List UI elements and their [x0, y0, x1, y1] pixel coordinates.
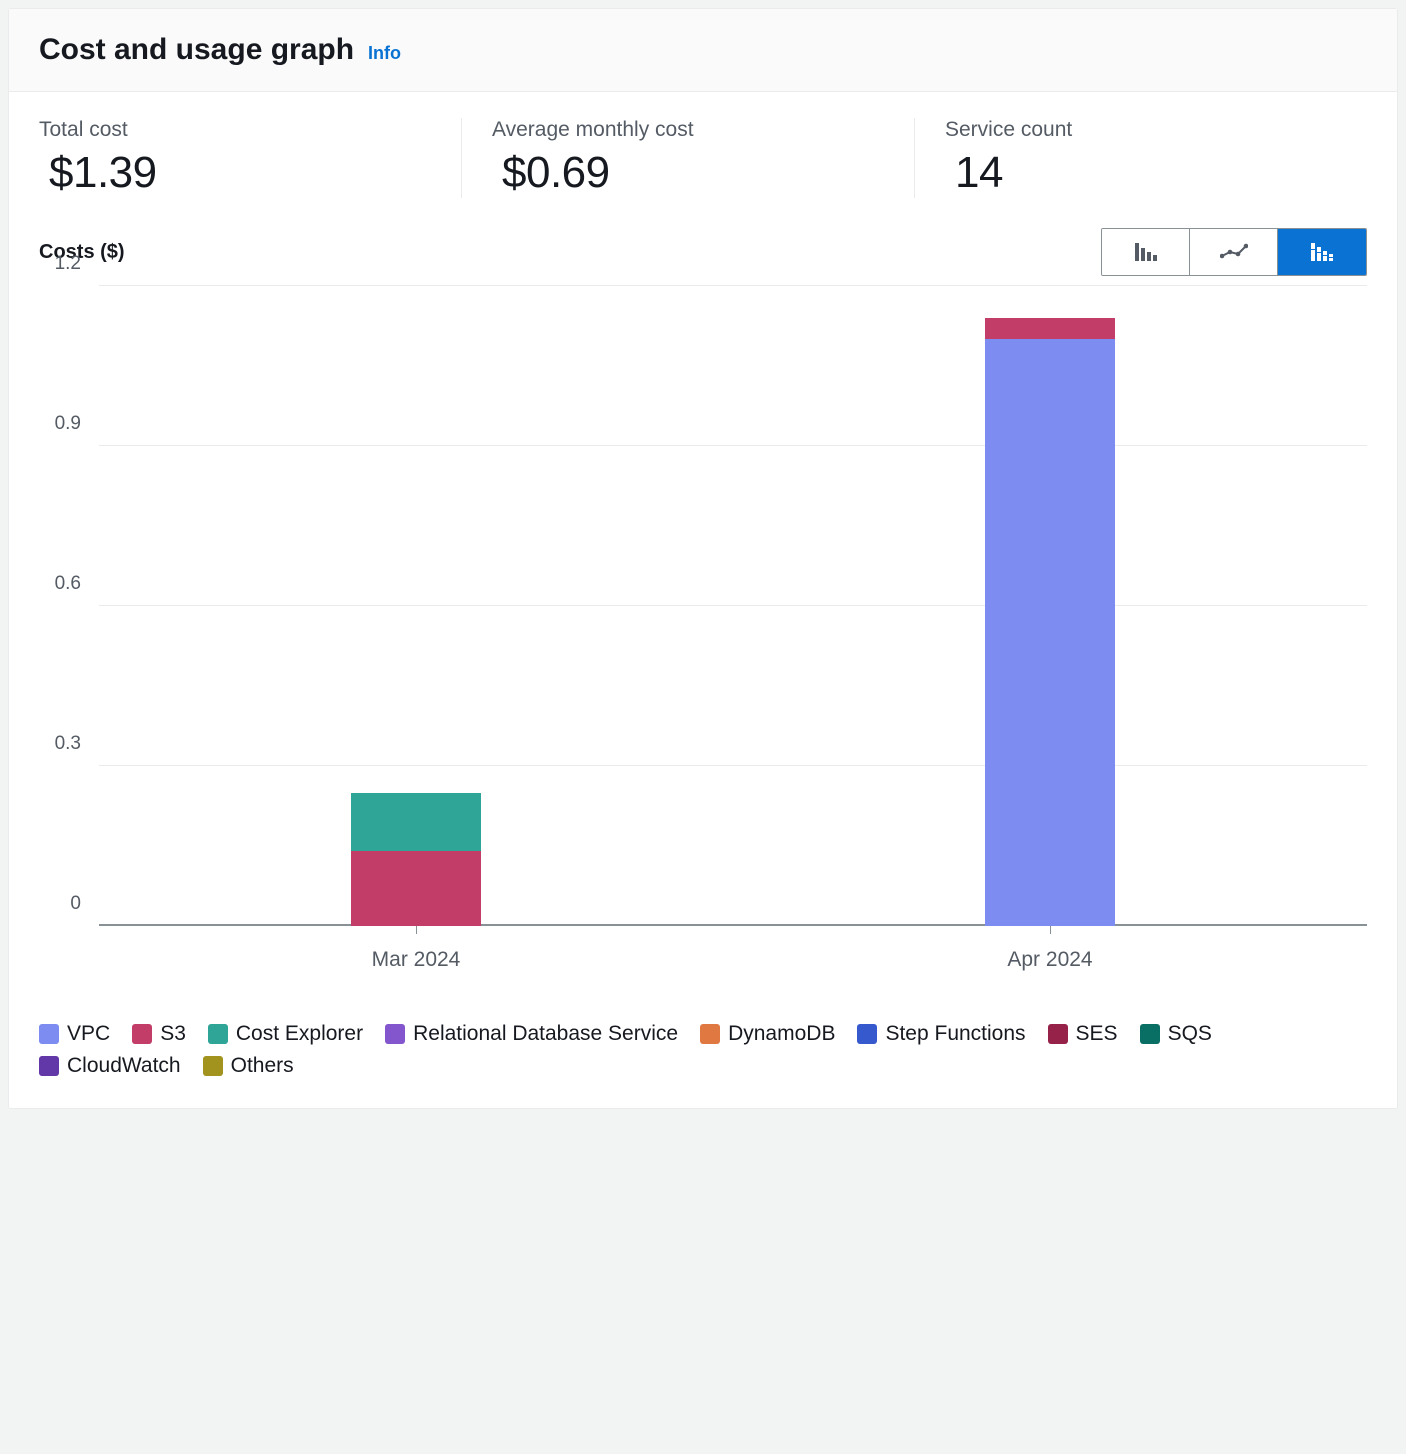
legend-swatch — [857, 1024, 877, 1044]
legend-swatch — [39, 1056, 59, 1076]
legend-item[interactable]: Step Functions — [857, 1022, 1025, 1046]
legend-label: Cost Explorer — [236, 1022, 363, 1046]
legend-swatch — [1048, 1024, 1068, 1044]
legend-swatch — [39, 1024, 59, 1044]
chart-plot: 00.30.60.91.2 — [99, 286, 1367, 926]
chart-bars — [99, 286, 1367, 926]
legend-label: S3 — [160, 1022, 186, 1046]
x-tick-mark — [1050, 926, 1051, 934]
legend-item[interactable]: Relational Database Service — [385, 1022, 678, 1046]
metric-label: Service count — [945, 118, 1337, 142]
legend-swatch — [385, 1024, 405, 1044]
bar-segment[interactable] — [985, 339, 1115, 926]
chart-x-labels: Mar 2024Apr 2024 — [99, 926, 1367, 972]
metric-total-cost: Total cost $1.39 — [39, 118, 462, 198]
metric-avg-monthly-cost: Average monthly cost $0.69 — [462, 118, 915, 198]
legend-swatch — [700, 1024, 720, 1044]
y-tick-label: 1.2 — [55, 253, 81, 275]
bar-stack[interactable] — [351, 793, 481, 926]
y-tick-label: 0.9 — [55, 413, 81, 435]
x-tick-mark — [416, 926, 417, 934]
bar-chart-button[interactable] — [1102, 229, 1190, 275]
x-axis-label: Mar 2024 — [99, 948, 733, 972]
legend-label: Relational Database Service — [413, 1022, 678, 1046]
bar-slot — [733, 286, 1367, 926]
chart-section: Costs ($) — [9, 228, 1397, 1002]
chart-type-toggle — [1101, 228, 1367, 276]
metric-value: $0.69 — [492, 148, 884, 198]
chart-y-axis-label: Costs ($) — [39, 241, 125, 264]
legend-label: SQS — [1168, 1022, 1212, 1046]
bar-stack[interactable] — [985, 318, 1115, 926]
legend-item[interactable]: Cost Explorer — [208, 1022, 363, 1046]
line-chart-button[interactable] — [1190, 229, 1278, 275]
bar-chart-icon — [1134, 241, 1158, 264]
metric-label: Total cost — [39, 118, 431, 142]
x-axis-label: Apr 2024 — [733, 948, 1367, 972]
legend-item[interactable]: SES — [1048, 1022, 1118, 1046]
panel-title: Cost and usage graph — [39, 33, 354, 67]
metrics-row: Total cost $1.39 Average monthly cost $0… — [9, 92, 1397, 228]
legend-label: DynamoDB — [728, 1022, 835, 1046]
cost-usage-panel: Cost and usage graph Info Total cost $1.… — [8, 8, 1398, 1109]
chart-legend: VPC S3 Cost Explorer Relational Database Se… — [9, 1002, 1397, 1108]
bar-segment[interactable] — [351, 851, 481, 926]
legend-label: CloudWatch — [67, 1054, 181, 1078]
y-tick-label: 0 — [70, 893, 81, 915]
stacked-bar-button[interactable] — [1278, 229, 1366, 275]
legend-item[interactable]: VPC — [39, 1022, 110, 1046]
metric-value: $1.39 — [39, 148, 431, 198]
metric-label: Average monthly cost — [492, 118, 884, 142]
bar-slot — [99, 286, 733, 926]
chart-header: Costs ($) — [39, 228, 1367, 276]
legend-label: VPC — [67, 1022, 110, 1046]
stacked-bar-icon — [1310, 241, 1334, 264]
legend-swatch — [203, 1056, 223, 1076]
info-link[interactable]: Info — [368, 43, 401, 64]
legend-item[interactable]: S3 — [132, 1022, 186, 1046]
metric-service-count: Service count 14 — [915, 118, 1367, 198]
line-chart-icon — [1220, 243, 1248, 262]
legend-label: SES — [1076, 1022, 1118, 1046]
legend-label: Others — [231, 1054, 294, 1078]
bar-segment[interactable] — [985, 318, 1115, 339]
legend-swatch — [132, 1024, 152, 1044]
legend-label: Step Functions — [885, 1022, 1025, 1046]
metric-value: 14 — [945, 148, 1337, 198]
legend-item[interactable]: Others — [203, 1054, 294, 1078]
panel-header: Cost and usage graph Info — [9, 9, 1397, 92]
legend-swatch — [208, 1024, 228, 1044]
legend-item[interactable]: SQS — [1140, 1022, 1212, 1046]
legend-swatch — [1140, 1024, 1160, 1044]
y-tick-label: 0.6 — [55, 573, 81, 595]
legend-item[interactable]: DynamoDB — [700, 1022, 835, 1046]
y-tick-label: 0.3 — [55, 733, 81, 755]
bar-segment[interactable] — [351, 793, 481, 852]
legend-item[interactable]: CloudWatch — [39, 1054, 181, 1078]
